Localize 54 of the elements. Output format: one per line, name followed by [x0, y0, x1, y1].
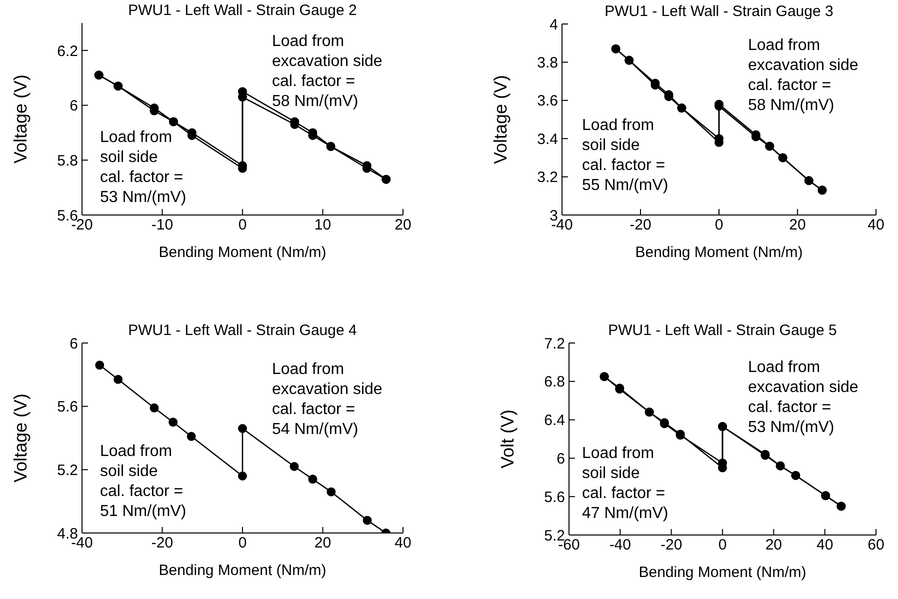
y-tick-label: 7.2	[544, 335, 565, 352]
x-tick-label: 10	[314, 216, 332, 234]
y-tick-label: 5.6	[57, 398, 78, 416]
x-tick-label: -40	[609, 536, 632, 554]
x-tick-label: 40	[394, 534, 412, 552]
x-axis-title: Bending Moment (Nm/m)	[158, 244, 326, 261]
chart-title: PWU1 - Left Wall - Strain Gauge 3	[604, 3, 834, 20]
x-tick-label: -10	[151, 216, 174, 234]
y-tick-label: 6	[70, 98, 78, 115]
y-tick-label: 5.8	[57, 152, 78, 170]
chart-title: PWU1 - Left Wall - Strain Gauge 2	[127, 2, 358, 19]
y-tick-label: 6	[556, 450, 565, 468]
y-tick-label: 6	[70, 335, 78, 352]
x-tick-label: 0	[238, 534, 247, 552]
x-tick-label: 20	[314, 534, 332, 552]
x-tick-label: 20	[789, 216, 806, 234]
x-tick-label: 40	[868, 216, 884, 234]
annotation: Load from excavation side cal. factor = 58 Nm/(mV)	[272, 32, 382, 112]
y-axis-title: Volt (V)	[497, 409, 518, 469]
annotation: Load from excavation side cal. factor = 54 Nm/(mV)	[272, 360, 382, 440]
annotation: Load from soil side cal. factor = 53 Nm/(mV)	[100, 128, 186, 208]
x-tick-label: 0	[714, 216, 724, 234]
x-tick-label: 0	[238, 216, 247, 234]
y-axis-title: Voltage (V)	[490, 74, 510, 164]
annotation: Load from excavation side cal. factor = 58 Nm/(mV)	[748, 36, 858, 116]
x-tick-label: 40	[816, 536, 834, 554]
x-tick-label: -20	[151, 534, 174, 552]
y-axis-title: Voltage (V)	[10, 74, 30, 164]
x-tick-label: 20	[765, 536, 782, 554]
chart-title: PWU1 - Left Wall - Strain Gauge 5	[607, 322, 838, 339]
chart-title: PWU1 - Left Wall - Strain Gauge 4	[127, 322, 358, 339]
y-axis-title: Voltage (V)	[10, 393, 30, 483]
x-tick-label: -20	[660, 536, 682, 554]
y-tick-label: 6.8	[544, 374, 565, 391]
x-tick-label: 0	[718, 536, 727, 554]
annotation: Load from soil side cal. factor = 55 Nm/(mV)	[582, 116, 668, 196]
y-tick-label: 6.2	[57, 42, 78, 60]
x-axis-title: Bending Moment (Nm/m)	[158, 562, 326, 579]
y-tick-label: 3.4	[537, 130, 558, 148]
annotation: Load from excavation side cal. factor = 53 Nm/(mV)	[748, 358, 858, 438]
annotation: Load from soil side cal. factor = 51 Nm/(mV)	[100, 442, 186, 522]
y-tick-label: 4	[550, 16, 558, 34]
x-tick-label: -20	[630, 216, 652, 234]
x-tick-label: 60	[868, 536, 884, 554]
x-tick-label: 20	[394, 216, 412, 234]
y-tick-label: 3.2	[537, 169, 558, 186]
annotation: Load from soil side cal. factor = 47 Nm/(mV)	[582, 444, 668, 524]
y-tick-label: 6.4	[544, 412, 565, 430]
y-tick-label: 5.2	[57, 462, 78, 479]
y-tick-label: 5.6	[544, 488, 565, 506]
y-tick-label: 3.8	[537, 54, 558, 72]
x-axis-title: Bending Moment (Nm/m)	[638, 564, 806, 581]
x-axis-title: Bending Moment (Nm/m)	[635, 244, 803, 261]
y-tick-label: 3.6	[537, 92, 558, 110]
